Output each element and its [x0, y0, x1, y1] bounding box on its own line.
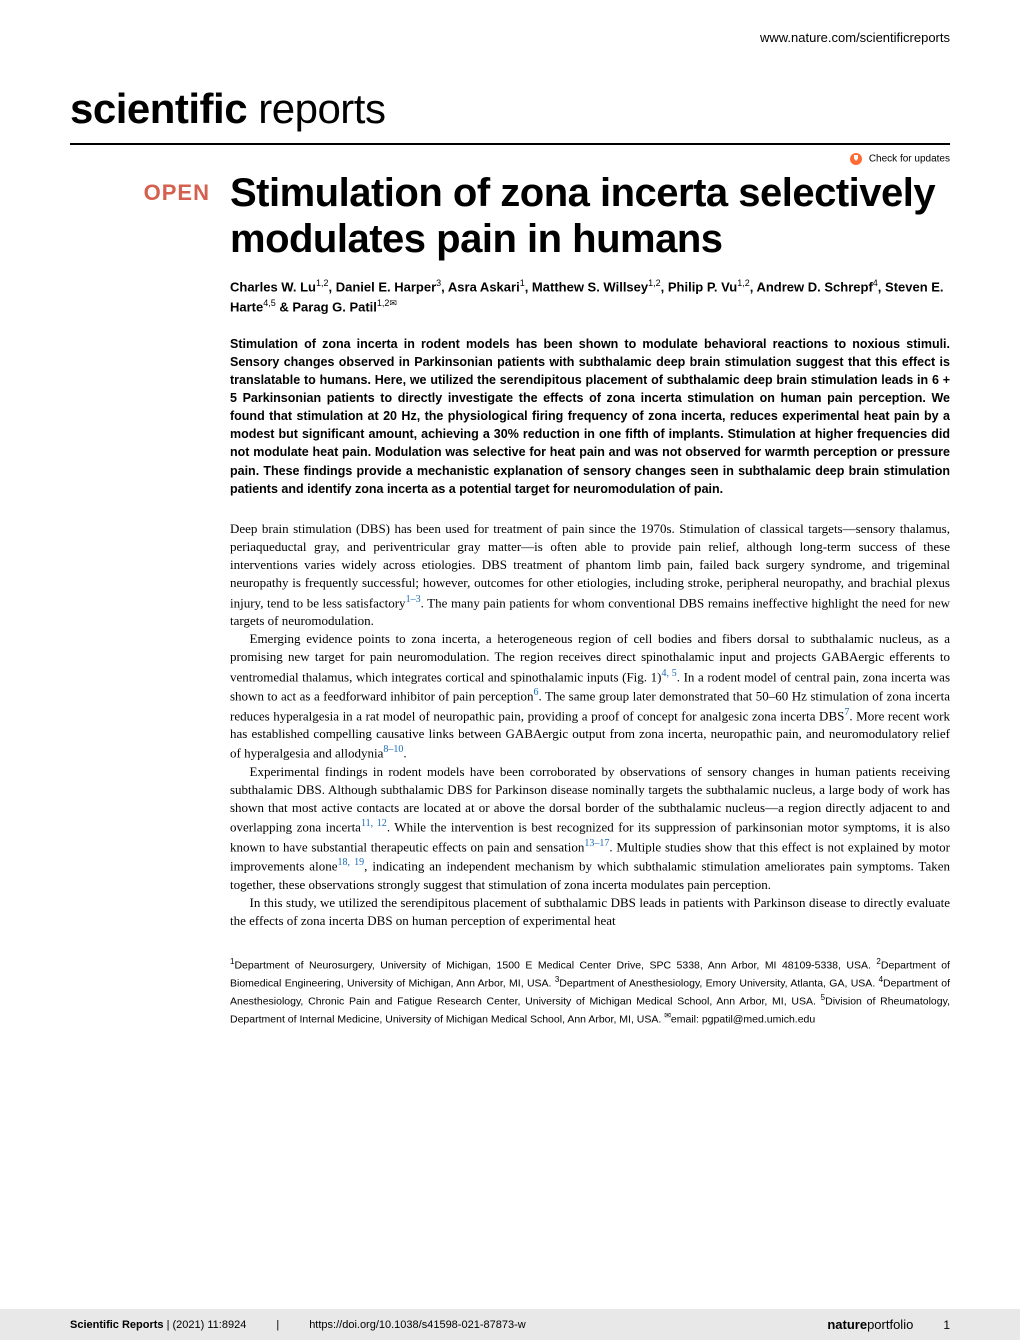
- publisher-light: portfolio: [867, 1317, 913, 1332]
- footer-right: natureportfolio 1: [827, 1317, 950, 1332]
- body-paragraph-1: Deep brain stimulation (DBS) has been us…: [230, 520, 950, 630]
- header-divider: [70, 143, 950, 145]
- publisher-logo: natureportfolio: [827, 1317, 913, 1332]
- journal-logo: scientific reports: [70, 85, 950, 133]
- abstract: Stimulation of zona incerta in rodent mo…: [230, 335, 950, 498]
- body-paragraph-2: Emerging evidence points to zona incerta…: [230, 630, 950, 763]
- article-content: Stimulation of zona incerta selectively …: [230, 170, 950, 1029]
- affiliations: 1Department of Neurosurgery, University …: [230, 956, 950, 1029]
- page-footer: Scientific Reports | (2021) 11:8924 | ht…: [0, 1309, 1020, 1340]
- journal-url: www.nature.com/scientificreports: [70, 30, 950, 45]
- check-updates-icon: [850, 153, 862, 165]
- footer-citation: (2021) 11:8924: [173, 1319, 247, 1331]
- check-updates-text: Check for updates: [869, 154, 950, 165]
- check-updates-container[interactable]: Check for updates: [70, 153, 950, 165]
- body-paragraph-4: In this study, we utilized the serendipi…: [230, 894, 950, 930]
- journal-logo-bold: scientific: [70, 85, 247, 132]
- authors-list: Charles W. Lu1,2, Daniel E. Harper3, Asr…: [230, 277, 950, 317]
- open-access-badge: OPEN: [70, 180, 210, 206]
- page-number: 1: [943, 1318, 950, 1332]
- footer-journal: Scientific Reports: [70, 1319, 164, 1331]
- article-title: Stimulation of zona incerta selectively …: [230, 170, 950, 262]
- body-paragraph-3: Experimental findings in rodent models h…: [230, 763, 950, 894]
- footer-doi[interactable]: https://doi.org/10.1038/s41598-021-87873…: [309, 1319, 526, 1331]
- left-column: OPEN: [70, 170, 210, 1029]
- journal-logo-light: reports: [247, 85, 385, 132]
- footer-doi-separator: |: [276, 1319, 279, 1331]
- footer-left: Scientific Reports | (2021) 11:8924 | ht…: [70, 1319, 526, 1331]
- publisher-bold: nature: [827, 1317, 867, 1332]
